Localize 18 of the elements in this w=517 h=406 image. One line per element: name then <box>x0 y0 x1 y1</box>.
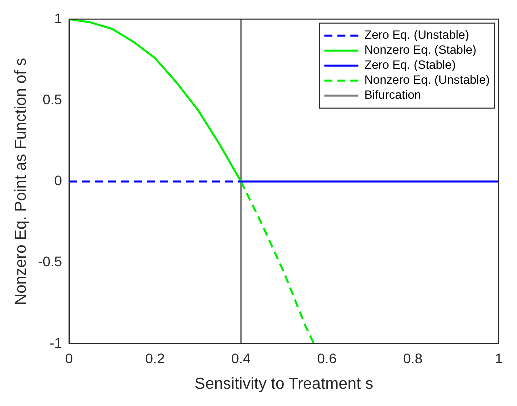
x-tick-label: 1 <box>495 350 504 366</box>
y-tick-label: -1 <box>50 334 63 351</box>
legend-label: Bifurcation <box>364 88 422 102</box>
y-tick-label: 1 <box>54 10 63 26</box>
y-tick-label: 0 <box>54 172 63 189</box>
x-tick-label: 0.8 <box>403 350 424 366</box>
x-tick-label: 0.6 <box>317 350 338 366</box>
legend-label: Zero Eq. (Unstable) <box>364 28 470 42</box>
legend-label: Zero Eq. (Stable) <box>364 58 456 72</box>
legend-label: Nonzero Eq. (Stable) <box>364 43 477 58</box>
x-tick-label: 0 <box>65 350 74 366</box>
y-tick-label: 0.5 <box>42 91 63 108</box>
x-axis-title: Sensitivity to Treatment s <box>194 376 374 393</box>
x-tick-label: 0.2 <box>146 350 166 366</box>
y-axis-title: Nonzero Eq. Point as Function of s <box>13 58 30 306</box>
legend-label: Nonzero Eq. (Unstable) <box>364 73 490 88</box>
y-tick-label: -0.5 <box>38 254 63 270</box>
x-tick-label: 0.4 <box>231 350 252 366</box>
